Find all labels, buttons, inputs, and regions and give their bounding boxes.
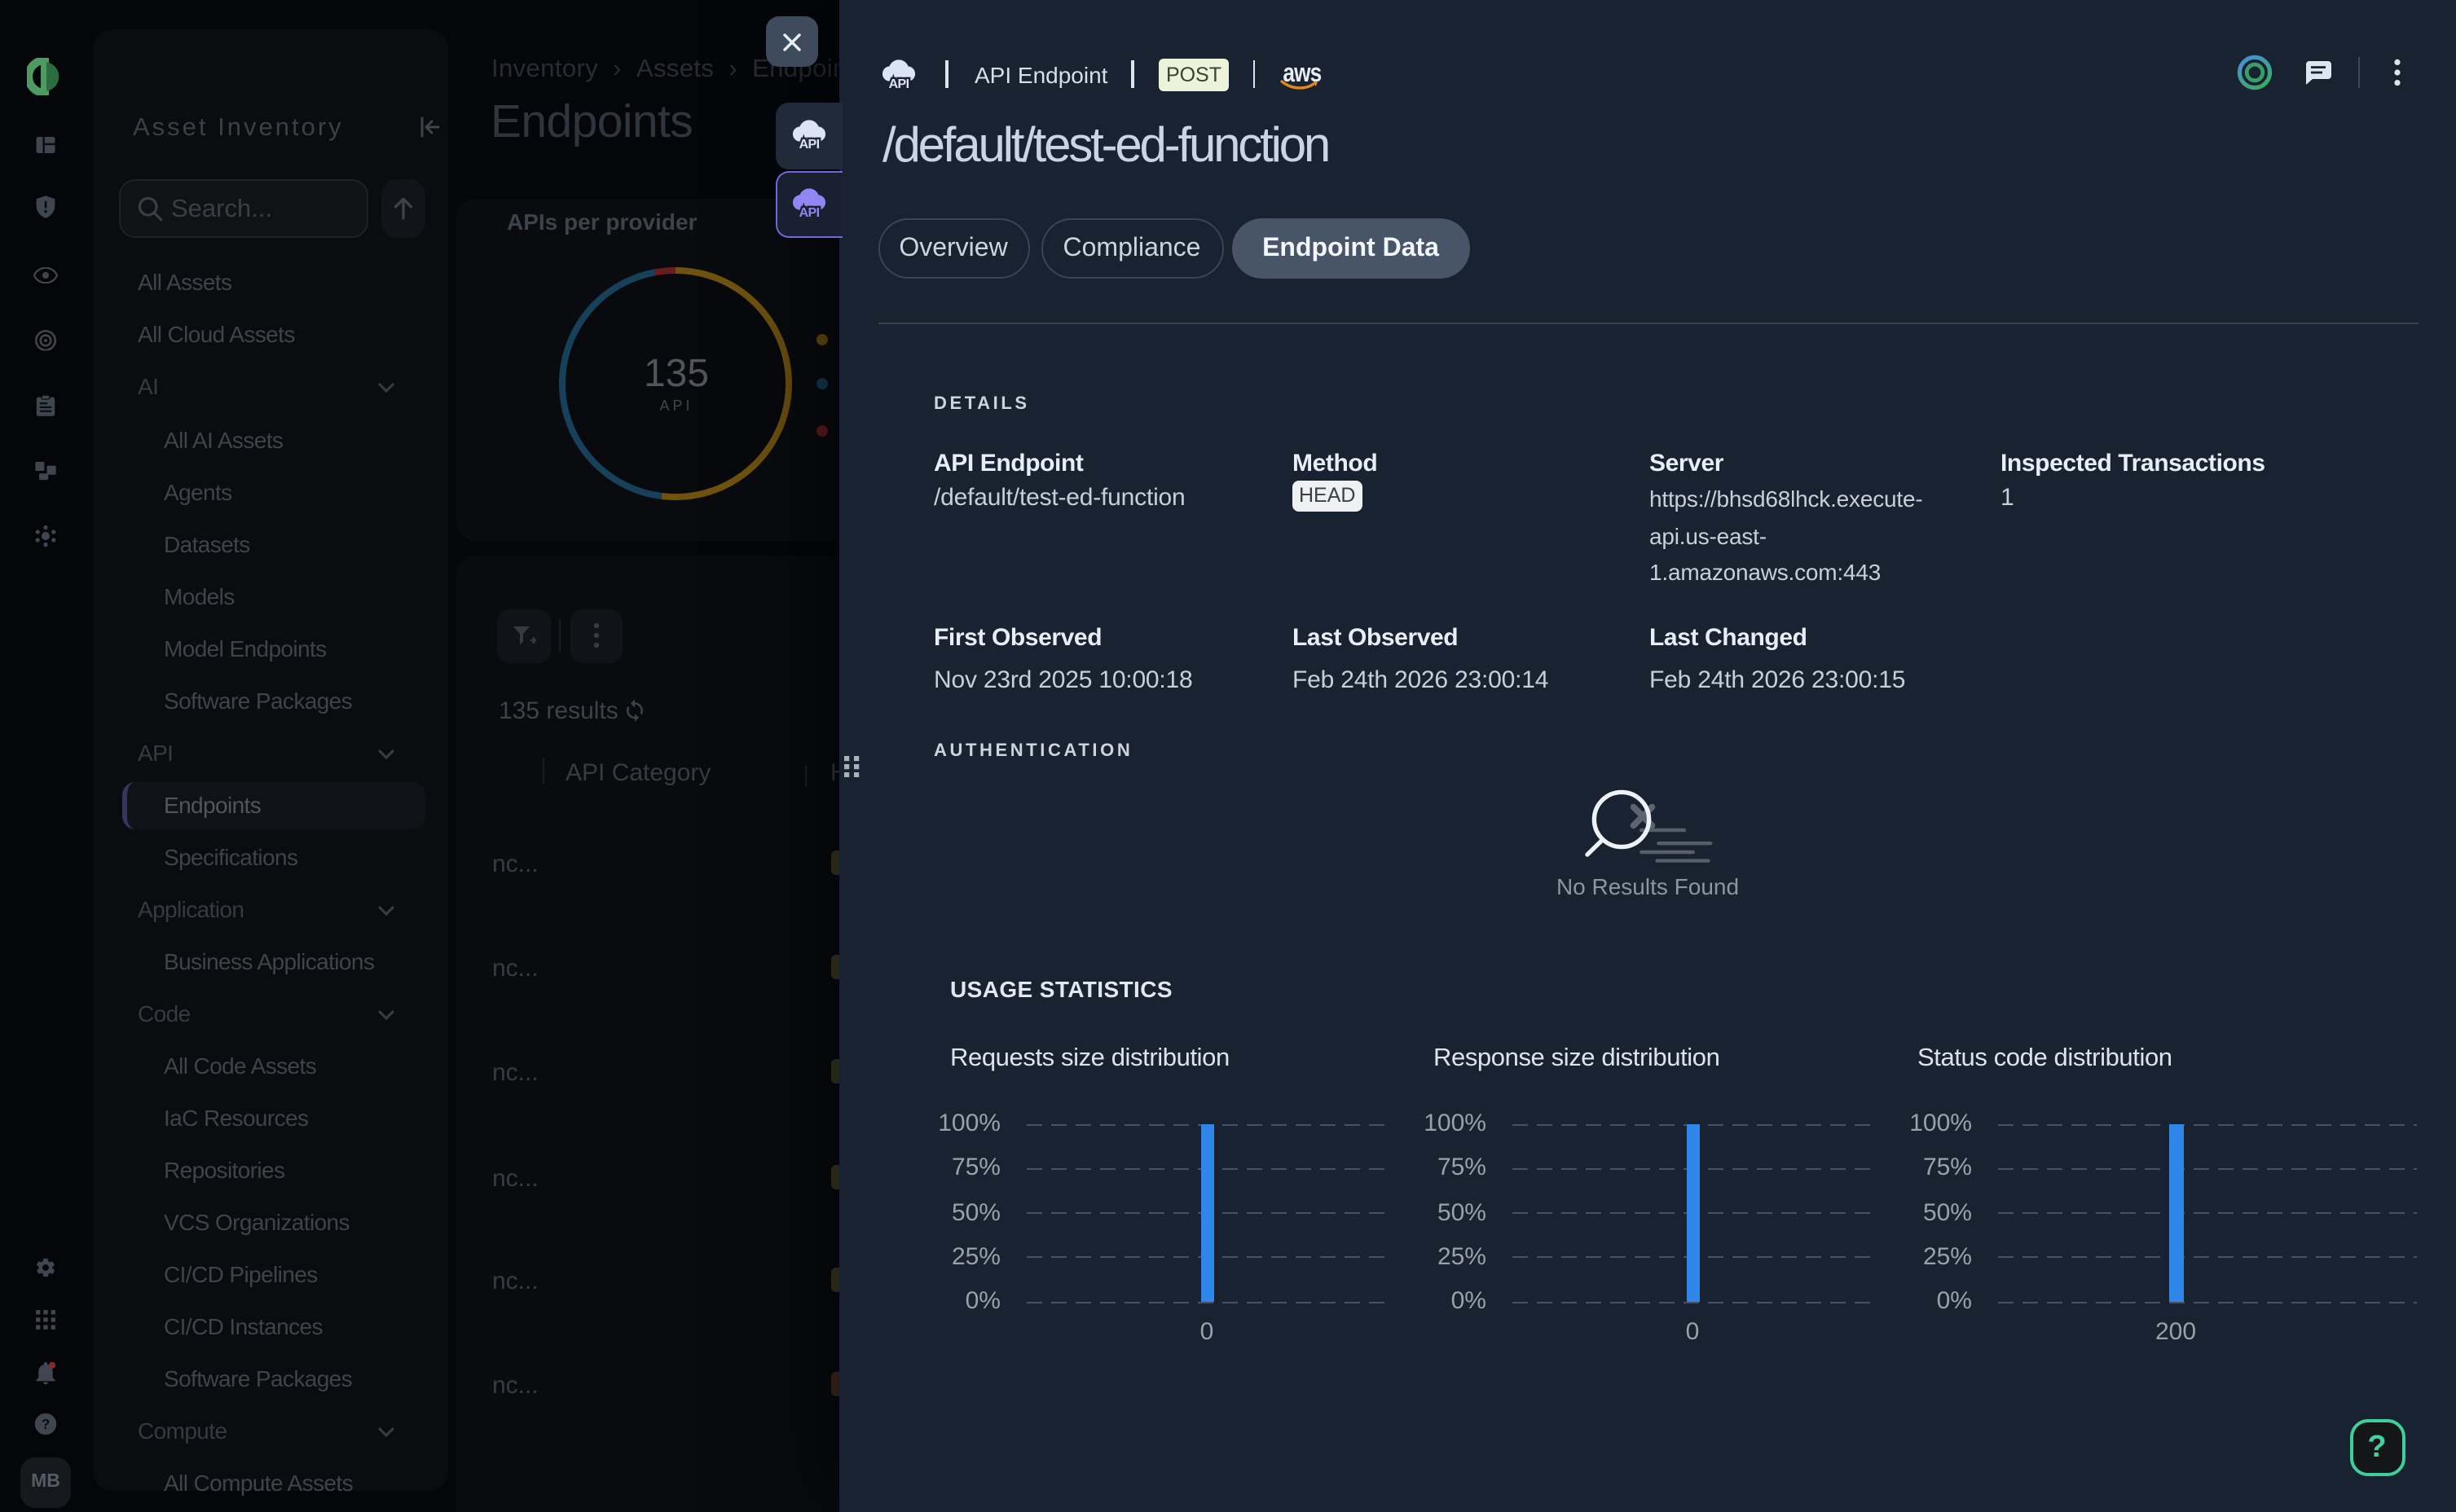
svg-text:API: API (888, 77, 909, 91)
svg-text:?: ? (42, 1415, 51, 1431)
svg-text:API: API (799, 138, 819, 152)
svg-text:API: API (799, 205, 819, 219)
